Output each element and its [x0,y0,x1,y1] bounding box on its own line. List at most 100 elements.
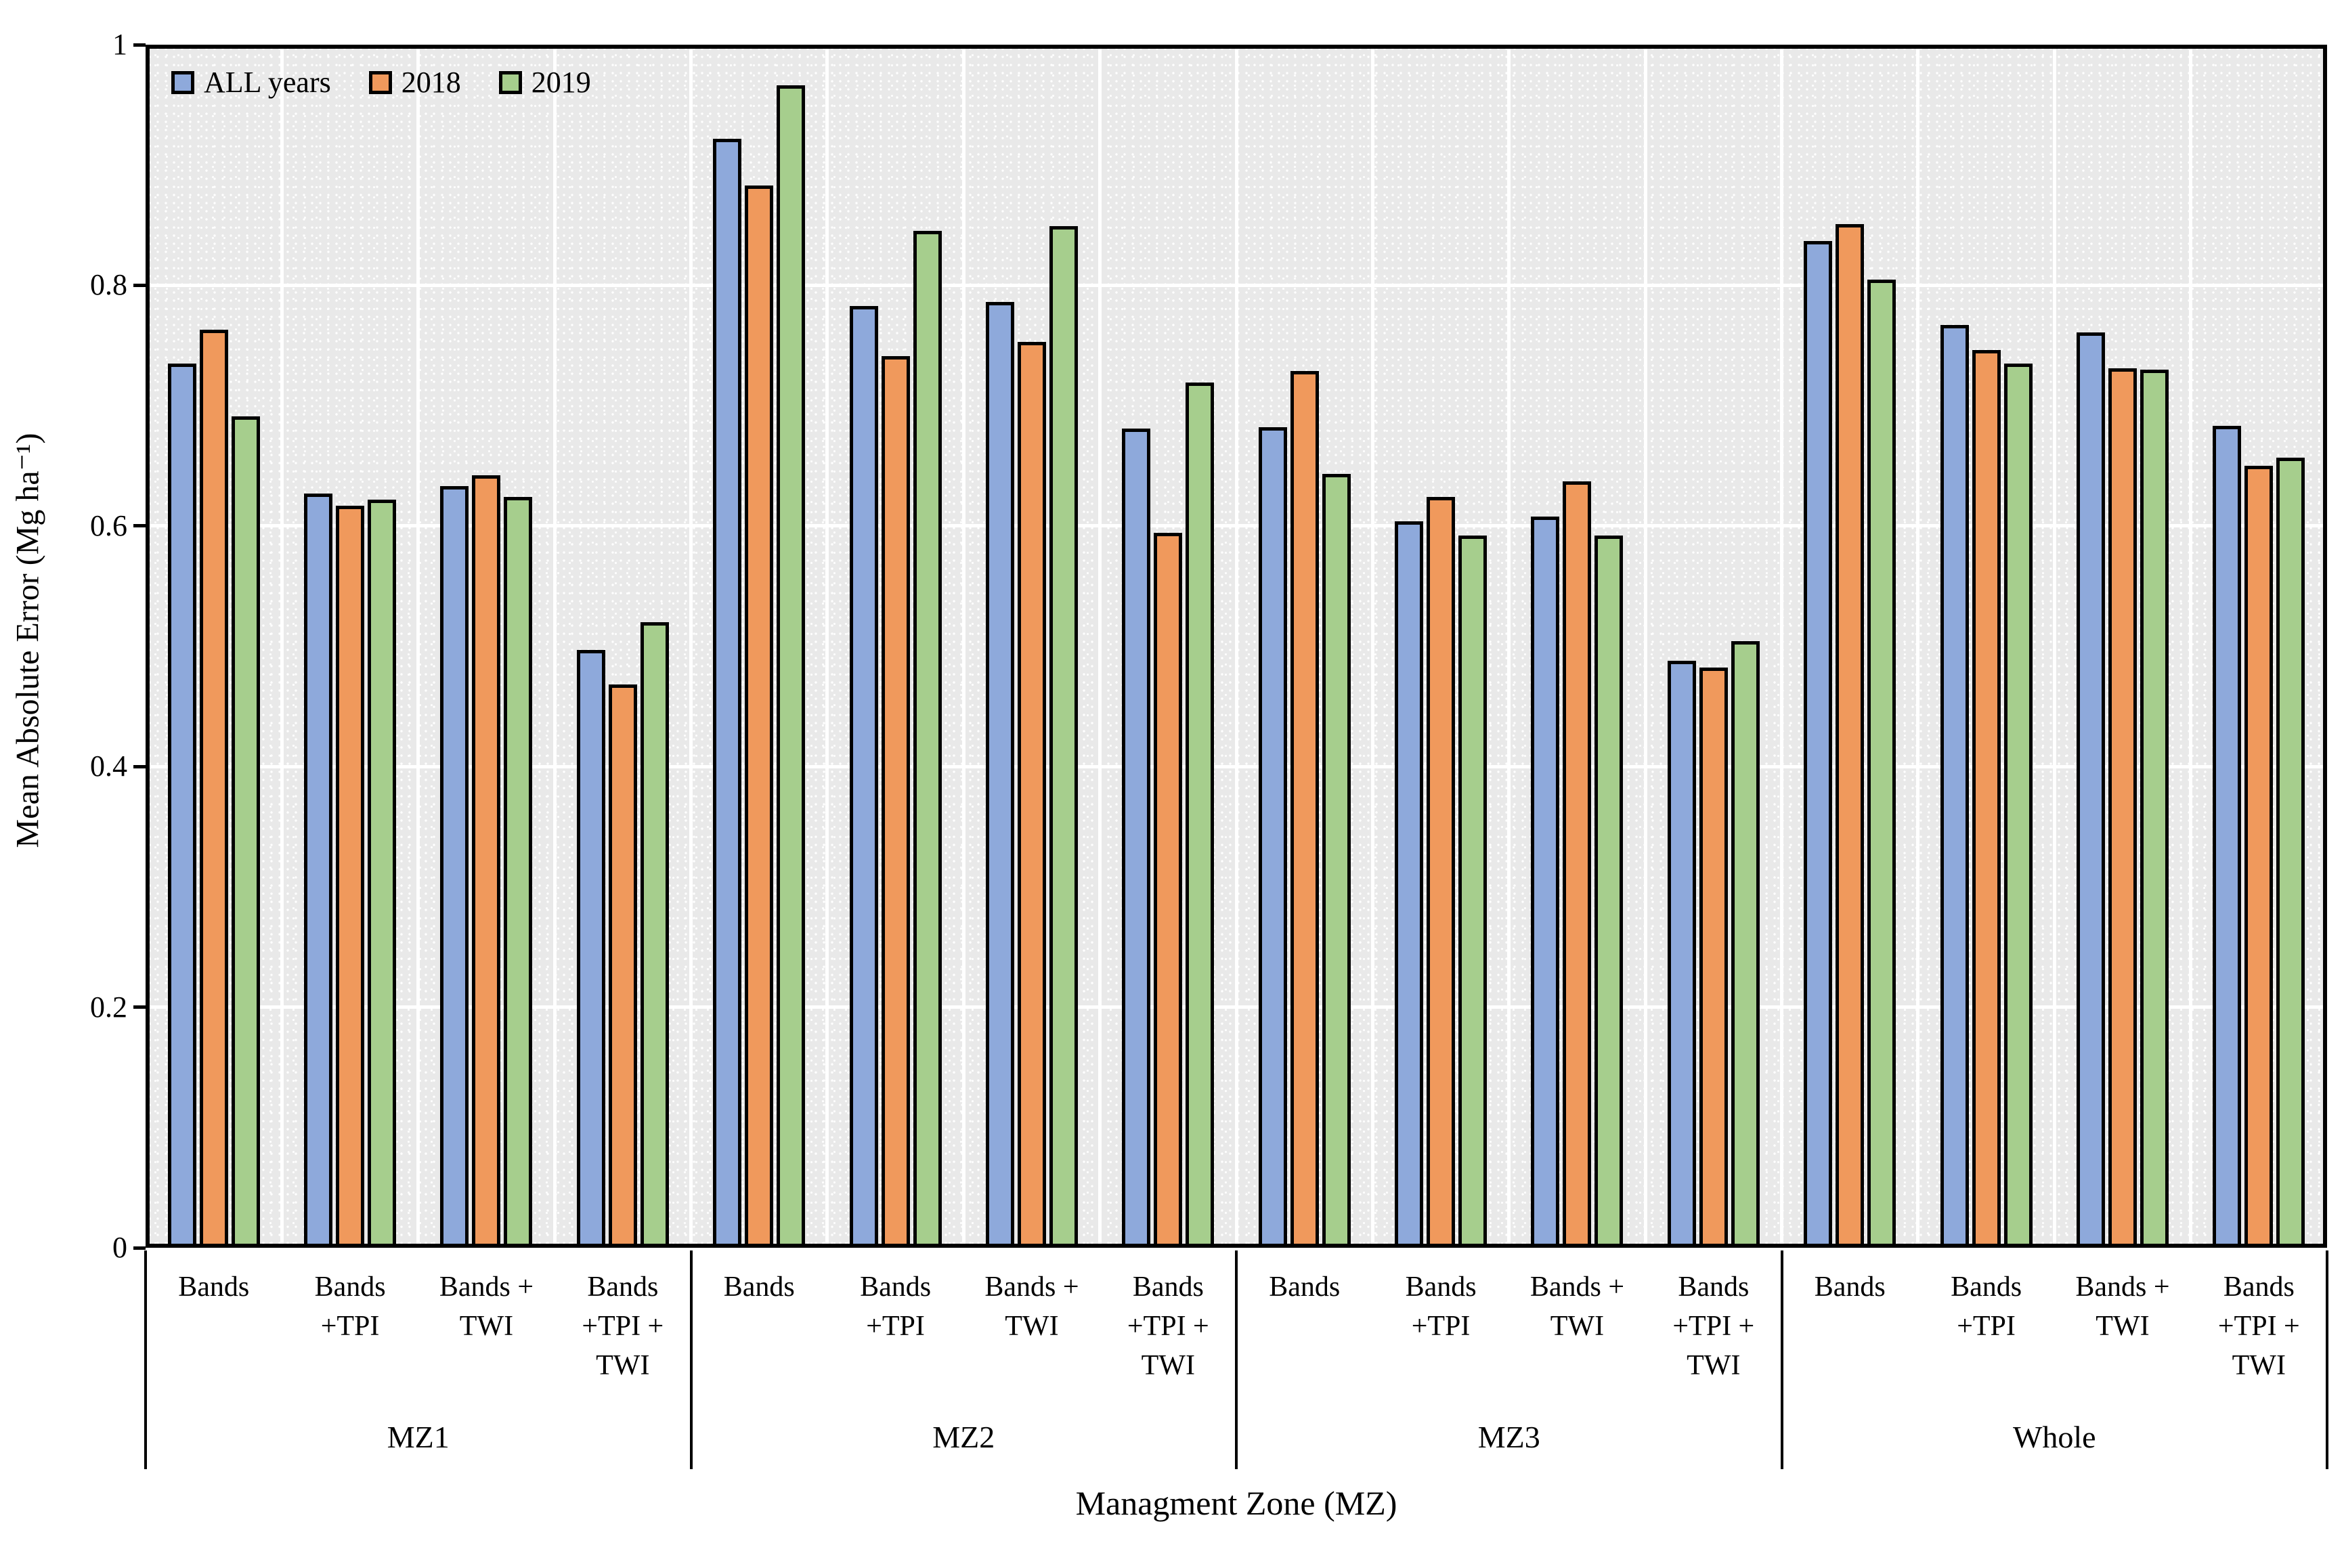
category-label-line: Bands [1269,1271,1341,1303]
gridline-x [689,45,693,1248]
category-label-line: TWI [2096,1311,2150,1342]
legend-label: ALL years [204,66,331,99]
y-tick-mark [133,43,146,47]
bar-Whole-3-ALL years [2213,426,2242,1248]
category-label-line: TWI [2232,1350,2286,1381]
legend-swatch [368,71,392,94]
bar-MZ2-3-2019 [1186,383,1215,1248]
group-separator [689,1250,693,1469]
category-label: Bands +TPI + TWI [555,1267,691,1385]
gridline-x [1098,45,1102,1248]
category-label-line: +TPI [1411,1311,1471,1342]
y-tick-label: 0.8 [90,268,127,302]
y-axis-title: Mean Absolute Error (Mg ha⁻¹) [9,433,46,848]
y-tick-label: 0.4 [90,749,127,783]
group-label-Whole: Whole [2012,1420,2096,1454]
category-label-line: Bands + [1529,1271,1625,1303]
category-label: Bands [1236,1267,1372,1307]
legend-label: 2018 [401,66,461,99]
bar-MZ3-1-2019 [1458,536,1488,1248]
group-separator [1235,1250,1238,1469]
category-label-line: Bands [587,1271,659,1303]
bar-MZ1-3-ALL years [576,650,605,1248]
gridline-x [961,45,965,1248]
category-label-line: +TPI [1957,1311,2016,1342]
gridline-x [416,45,420,1248]
bar-MZ1-1-2018 [336,506,365,1248]
category-label: Bands + TWI [418,1267,555,1346]
bar-Whole-3-2019 [2276,458,2305,1248]
x-axis-title: Managment Zone (MZ) [1075,1484,1397,1522]
category-label-line: Bands [1951,1271,2022,1303]
legend-swatch [498,71,522,94]
y-tick-mark [133,1005,146,1009]
bar-MZ3-2-2018 [1563,481,1592,1248]
category-label-line: Bands [1678,1271,1750,1303]
gridline-x [2052,45,2056,1248]
category-label: Bands +TPI + TWI [1645,1267,1781,1385]
category-label: Bands + TWI [2054,1267,2190,1346]
bar-MZ1-1-ALL years [304,494,333,1248]
bar-MZ2-0-ALL years [713,139,742,1248]
legend-label: 2019 [531,66,591,99]
bar-Whole-2-ALL years [2076,332,2105,1248]
category-label-line: TWI [1687,1350,1741,1381]
bar-MZ3-3-2019 [1731,641,1760,1248]
y-tick-mark [133,1246,146,1250]
category-label-line: Bands [2223,1271,2295,1303]
category-label: Bands + TWI [963,1267,1100,1346]
bar-MZ3-2-ALL years [1531,517,1560,1248]
plot-area: ALL years 2018 2019 [146,45,2327,1248]
gridline-x [1780,45,1783,1248]
bar-MZ1-2-ALL years [440,486,469,1248]
gridline-x [2189,45,2193,1248]
category-label-line: Bands [723,1271,795,1303]
y-tick-label: 0.2 [90,990,127,1024]
category-label: Bands [146,1267,282,1307]
category-label-line: +TPI + [2217,1311,2300,1342]
bar-Whole-2-2019 [2140,370,2169,1248]
gridline-x [1643,45,1647,1248]
bar-MZ3-0-2018 [1290,371,1319,1248]
bar-MZ1-3-2019 [640,622,669,1248]
category-label-line: Bands [1405,1271,1477,1303]
bar-MZ1-3-2018 [608,684,637,1248]
gridline-x [825,45,829,1248]
gridline-x [1370,45,1374,1248]
y-tick-label: 0.6 [90,508,127,542]
category-label-line: Bands + [439,1271,534,1303]
gridline-x [1507,45,1511,1248]
category-label-line: Bands [1814,1271,1886,1303]
bar-MZ2-1-ALL years [849,306,878,1248]
bar-Whole-3-2018 [2244,466,2274,1248]
category-label-line: +TPI + [582,1311,664,1342]
bar-MZ2-1-2018 [881,356,910,1248]
bar-MZ2-2-2019 [1049,226,1078,1248]
category-label-line: Bands [1132,1271,1204,1303]
bar-MZ2-0-2019 [777,85,806,1248]
category-label-line: Bands + [2075,1271,2170,1303]
category-label: Bands +TPI [1372,1267,1509,1346]
group-separator [2326,1250,2328,1469]
bar-MZ3-0-2019 [1322,474,1351,1248]
category-label: Bands + TWI [1509,1267,1645,1346]
category-label: Bands +TPI + TWI [2191,1267,2327,1385]
y-tick-mark [133,283,146,287]
y-tick-label: 0 [112,1231,127,1264]
bar-MZ3-3-2018 [1699,668,1728,1248]
bar-Whole-1-2018 [1972,350,2001,1248]
category-label-line: Bands + [984,1271,1079,1303]
bar-Whole-0-ALL years [1804,241,1833,1248]
category-label-line: Bands [314,1271,386,1303]
category-label-line: +TPI + [1672,1311,1755,1342]
legend-swatch [171,71,194,94]
bar-MZ2-1-2019 [913,231,942,1248]
gridline-x [280,45,284,1248]
group-label-MZ2: MZ2 [932,1420,995,1454]
bar-MZ2-2-2018 [1017,342,1046,1248]
bar-Whole-0-2018 [1836,224,1865,1248]
legend: ALL years 2018 2019 [171,68,591,97]
bar-MZ3-0-ALL years [1258,427,1287,1248]
legend-item-ALL years: ALL years [171,68,331,97]
category-label-line: TWI [1005,1311,1059,1342]
